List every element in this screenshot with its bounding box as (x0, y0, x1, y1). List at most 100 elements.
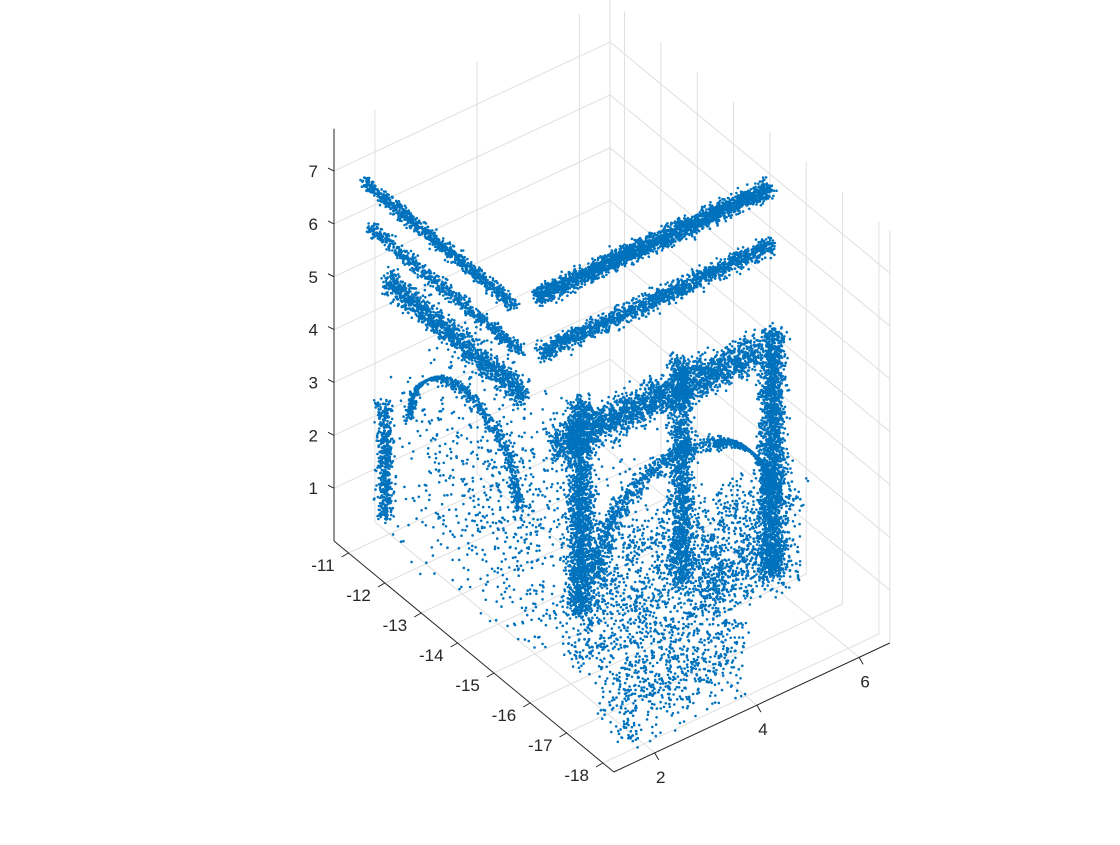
point-marker (441, 403, 444, 406)
point-marker (483, 516, 486, 519)
point-marker (379, 408, 382, 411)
point-marker (393, 424, 396, 427)
point-marker (471, 271, 474, 274)
point-marker (505, 391, 508, 394)
point-marker (454, 262, 457, 265)
point-marker (424, 289, 427, 292)
point-marker (460, 586, 463, 589)
point-marker (443, 462, 446, 465)
point-marker (532, 609, 535, 612)
point-marker (388, 288, 391, 291)
point-marker (526, 490, 529, 493)
point-marker (428, 378, 431, 381)
point-marker (430, 329, 433, 332)
point-marker (388, 445, 391, 448)
point-marker (393, 455, 396, 458)
point-marker (420, 222, 423, 225)
point-marker (476, 339, 479, 342)
point-marker (438, 293, 441, 296)
point-marker (450, 286, 453, 289)
point-marker (498, 440, 501, 443)
point-marker (366, 180, 369, 183)
point-marker (386, 403, 389, 406)
point-marker (606, 478, 609, 481)
point-marker (428, 243, 431, 246)
point-marker (438, 410, 441, 413)
point-marker (505, 299, 508, 302)
point-marker (404, 216, 407, 219)
point-marker (400, 250, 403, 253)
point-marker (479, 361, 482, 364)
point-marker (514, 453, 517, 456)
point-marker (622, 546, 625, 549)
point-marker (449, 340, 452, 343)
point-marker (410, 218, 413, 221)
point-marker (408, 307, 411, 310)
point-marker (388, 205, 391, 208)
point-marker (544, 495, 547, 498)
point-marker (385, 516, 388, 519)
point-marker (515, 499, 518, 502)
point-marker (421, 521, 424, 524)
point-marker (394, 235, 397, 238)
point-marker (414, 407, 417, 410)
point-marker (424, 484, 427, 487)
point-marker (380, 228, 383, 231)
point-marker (491, 291, 494, 294)
point-marker (382, 499, 385, 502)
point-marker (477, 446, 480, 449)
point-marker (394, 252, 397, 255)
point-marker (417, 254, 420, 257)
point-marker (515, 494, 518, 497)
point-marker (483, 485, 486, 488)
point-marker (376, 436, 379, 439)
point-marker (470, 410, 473, 413)
point-marker (378, 427, 381, 430)
point-marker (526, 561, 529, 564)
point-marker (485, 276, 488, 279)
point-marker (465, 307, 468, 310)
point-marker (531, 524, 534, 527)
point-marker (387, 502, 390, 505)
point-marker (378, 411, 381, 414)
point-marker (400, 214, 403, 217)
point-marker (442, 237, 445, 240)
point-marker (390, 514, 393, 517)
point-marker (393, 440, 396, 443)
point-marker (469, 586, 472, 589)
point-marker (379, 231, 382, 234)
point-marker (379, 204, 382, 207)
point-marker (538, 488, 541, 491)
point-marker (403, 300, 406, 303)
point-marker (495, 522, 498, 525)
point-marker (459, 301, 462, 304)
point-marker (392, 492, 395, 495)
point-marker (446, 546, 449, 549)
point-marker (387, 246, 390, 249)
point-marker (504, 338, 507, 341)
point-marker (438, 279, 441, 282)
point-marker (487, 449, 490, 452)
point-marker (615, 547, 618, 550)
point-marker (544, 469, 547, 472)
point-marker (387, 467, 390, 470)
point-marker (455, 299, 458, 302)
point-marker (386, 423, 389, 426)
point-marker (474, 359, 477, 362)
point-marker (380, 188, 383, 191)
point-marker (390, 292, 393, 295)
point-marker (441, 281, 444, 284)
point-marker (461, 255, 464, 258)
point-marker (504, 385, 507, 388)
point-marker (381, 502, 384, 505)
point-marker (444, 322, 447, 325)
point-marker (544, 390, 547, 393)
point-marker (381, 235, 384, 238)
point-marker (377, 191, 380, 194)
point-marker (471, 345, 474, 348)
point-marker (521, 510, 524, 513)
point-marker (516, 339, 519, 342)
point-marker (536, 431, 539, 434)
point-marker (463, 567, 466, 570)
point-marker (559, 538, 562, 541)
